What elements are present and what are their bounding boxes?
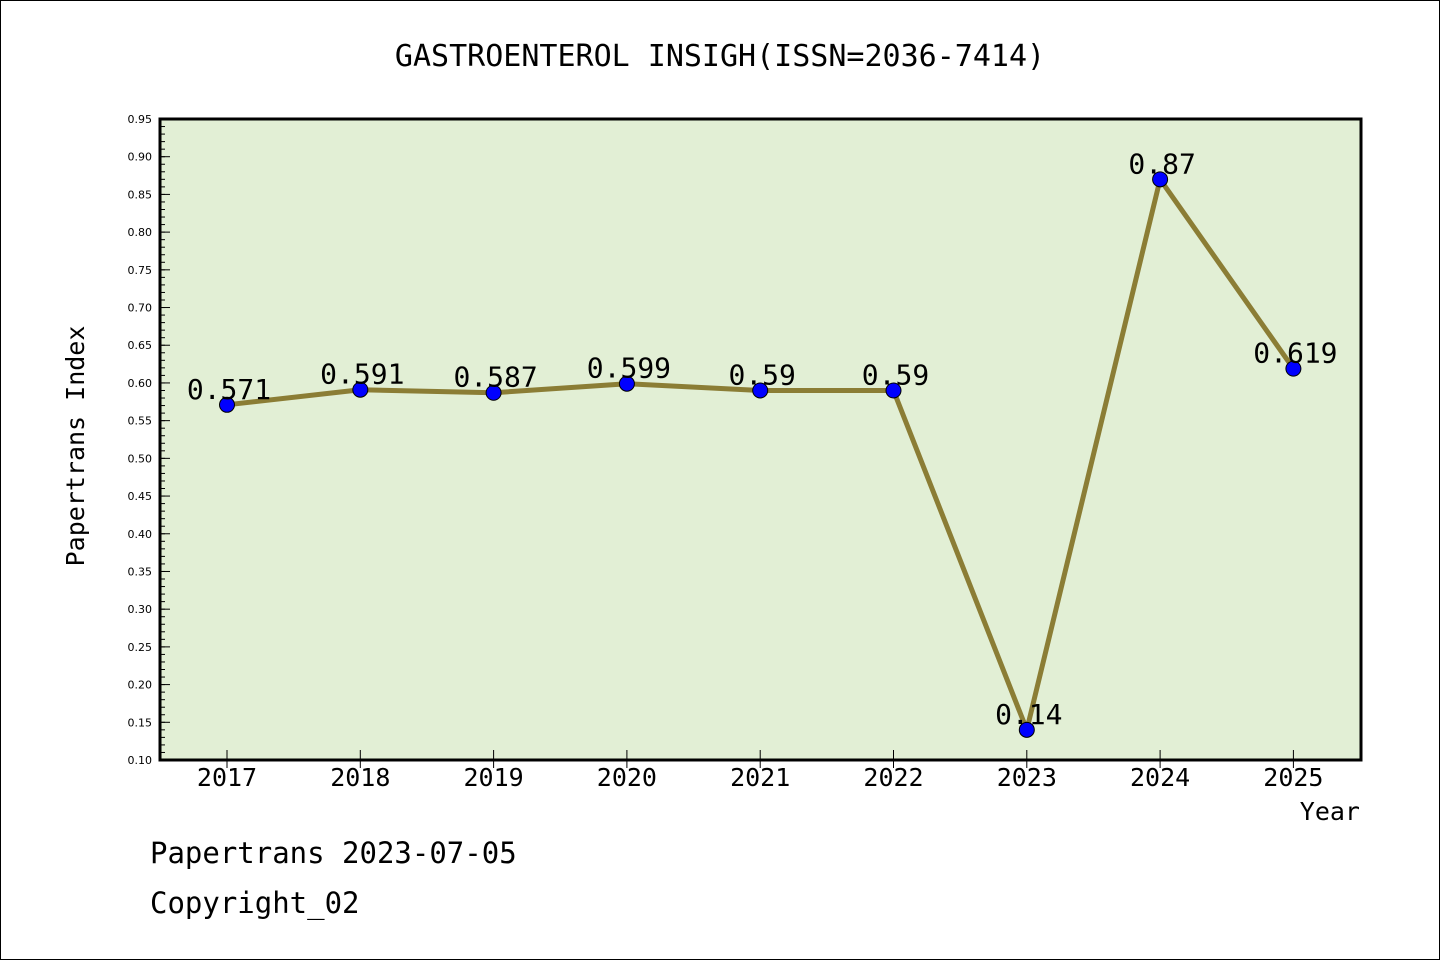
- x-axis-label: Year: [1300, 797, 1360, 826]
- x-tick-label: 2020: [597, 763, 657, 792]
- x-tick-label: 2019: [463, 763, 523, 792]
- y-axis: 0.10 0.15 0.20 0.25 0.30 0.35 0.40 0.45 0.50 0.55…: [128, 113, 170, 767]
- y-tick-label: 0.75: [128, 264, 153, 277]
- y-tick-label: 0.90: [128, 151, 153, 164]
- x-tick-label: 2021: [730, 763, 790, 792]
- y-tick-label: 0.65: [128, 339, 153, 352]
- x-tick-label: 2017: [197, 763, 257, 792]
- y-tick-label: 0.25: [128, 641, 153, 654]
- footer-copyright: Copyright_02: [150, 886, 360, 920]
- y-tick-label: 0.85: [128, 188, 153, 201]
- y-axis-label: Papertrans Index: [61, 326, 90, 567]
- data-label: 0.591: [320, 358, 404, 391]
- data-labels: 0.571 0.591 0.587 0.599 0.59 0.59 0.14 0.87 0.61…: [187, 147, 1338, 731]
- y-tick-label: 0.50: [128, 452, 153, 465]
- plot-border: [158, 117, 1363, 762]
- x-axis: 2017 2018 2019 2020 2021 2022 2023 2024 2025: [197, 750, 1324, 792]
- data-point: [219, 396, 235, 413]
- data-point: [1285, 360, 1302, 377]
- y-tick-label: 0.60: [128, 377, 153, 390]
- x-tick-label: 2025: [1263, 763, 1323, 792]
- data-point: [352, 381, 369, 398]
- x-tick-label: 2024: [1130, 763, 1190, 792]
- footer-date: Papertrans 2023-07-05: [150, 836, 517, 870]
- chart-title: GASTROENTEROL INSIGH(ISSN=2036-7414): [395, 39, 1045, 74]
- x-tick-label: 2022: [863, 763, 923, 792]
- x-tick-label: 2023: [997, 763, 1057, 792]
- data-markers: [219, 171, 1302, 738]
- data-label: 0.87: [1128, 147, 1195, 180]
- y-tick-label: 0.35: [128, 565, 153, 578]
- data-label: 0.14: [995, 698, 1062, 731]
- data-label: 0.587: [453, 361, 537, 394]
- y-tick-label: 0.70: [128, 302, 153, 315]
- data-point: [618, 375, 635, 392]
- data-label: 0.59: [862, 358, 929, 391]
- data-point: [1018, 721, 1035, 738]
- y-tick-label: 0.20: [128, 679, 153, 692]
- y-tick-label: 0.30: [128, 603, 153, 616]
- data-point: [485, 384, 502, 401]
- y-tick-label: 0.80: [128, 226, 153, 239]
- data-point: [1152, 171, 1169, 188]
- data-label: 0.599: [587, 352, 671, 385]
- y-tick-label: 0.15: [128, 716, 153, 729]
- plot-area: [160, 119, 1361, 760]
- y-tick-label: 0.40: [128, 528, 153, 541]
- data-label: 0.59: [728, 358, 795, 391]
- y-tick-label: 0.45: [128, 490, 153, 503]
- data-point: [885, 382, 902, 399]
- data-label: 0.619: [1253, 337, 1337, 370]
- y-tick-label: 0.10: [128, 754, 153, 767]
- y-tick-label: 0.95: [128, 113, 153, 126]
- data-label: 0.571: [187, 373, 271, 406]
- data-point: [752, 382, 769, 399]
- x-tick-label: 2018: [330, 763, 390, 792]
- y-tick-label: 0.55: [128, 415, 153, 428]
